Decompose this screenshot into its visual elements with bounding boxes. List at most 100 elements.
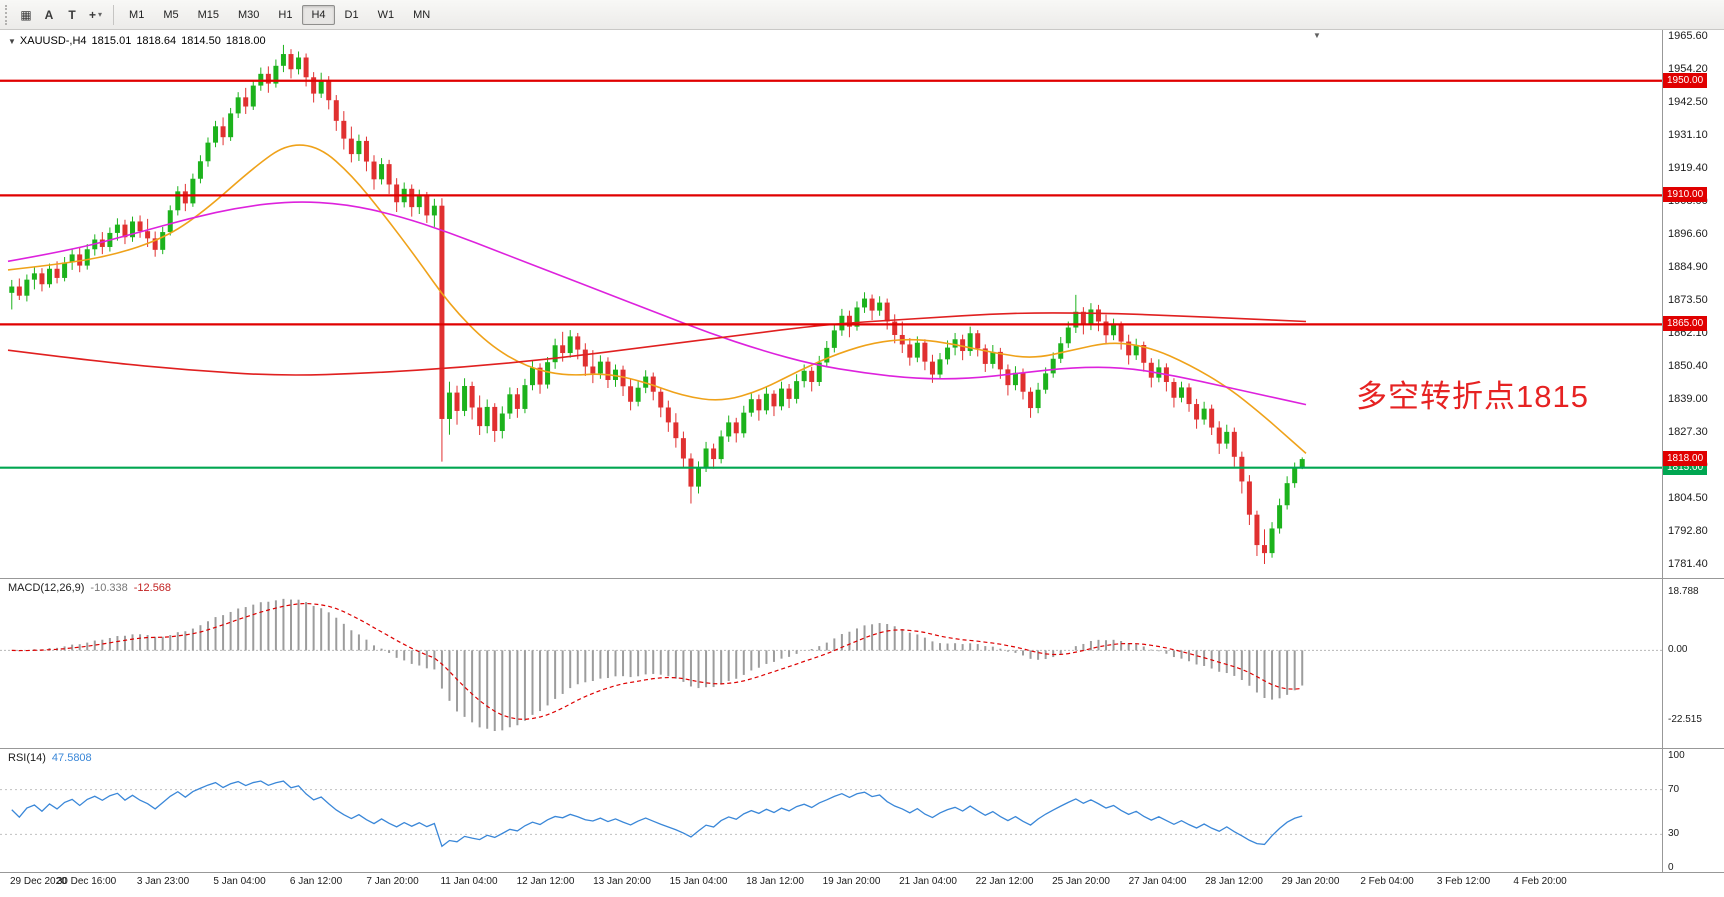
- time-axis-label: 13 Jan 20:00: [593, 876, 651, 887]
- timeframe-button-d1[interactable]: D1: [344, 8, 359, 21]
- price-scale-separator[interactable]: [1662, 30, 1663, 872]
- time-axis-label: 5 Jan 04:00: [213, 876, 266, 887]
- timeframe-button-h1[interactable]: H1: [278, 8, 293, 21]
- candle-body: [718, 436, 724, 460]
- timeframe-button-mn[interactable]: MN: [413, 8, 431, 21]
- candle-body: [1171, 381, 1177, 398]
- hline-tag-1950.00: 1950.00: [1663, 72, 1708, 88]
- rsi-indicator-label: RSI(14) 47.5808: [8, 752, 92, 764]
- toolbar-grip[interactable]: [5, 4, 10, 25]
- chart-grid-button[interactable]: ▦: [20, 7, 32, 22]
- slow-ma-line: [7, 312, 1307, 376]
- annotation-text[interactable]: 多空转折点1815: [1356, 379, 1589, 414]
- candle-body: [1080, 311, 1086, 325]
- timeframe-button-h4[interactable]: H4: [302, 4, 335, 25]
- macd-main-value: -10.338: [90, 582, 128, 594]
- candle-body: [1209, 408, 1215, 428]
- candle-body: [665, 407, 671, 423]
- candle-body: [1178, 387, 1184, 398]
- candle-body: [280, 54, 286, 66]
- candle-body: [597, 361, 603, 374]
- cursor-tool-button[interactable]: + ▾: [89, 7, 103, 22]
- candle-body: [1254, 514, 1260, 546]
- ohlc-open: 1815.01: [91, 35, 132, 47]
- rsi-line: [11, 780, 1303, 848]
- candle-body: [545, 362, 551, 385]
- timeframe-button-m5[interactable]: M5: [163, 8, 179, 21]
- candle-body: [975, 333, 981, 349]
- time-axis-label: 3 Jan 23:00: [136, 876, 190, 887]
- ohlc-close: 1818.00: [225, 35, 266, 47]
- candle-body: [703, 448, 709, 468]
- candle-body: [333, 100, 339, 121]
- time-axis-label: 12 Jan 12:00: [516, 876, 575, 887]
- candle-body: [763, 393, 769, 411]
- price-axis-label: 1931.10: [1668, 128, 1708, 141]
- collapse-icon[interactable]: ▼: [8, 37, 16, 46]
- candle-body: [907, 344, 913, 358]
- time-axis-label: 4 Feb 20:00: [1513, 876, 1567, 887]
- candle-body: [446, 392, 452, 419]
- candle-body: [1088, 309, 1094, 325]
- candle-body: [854, 307, 860, 327]
- candle-body: [220, 126, 226, 138]
- candle-body: [922, 342, 928, 362]
- candle-body: [650, 376, 656, 392]
- timeframe-button-m1[interactable]: M1: [129, 8, 145, 21]
- macd-panel-separator[interactable]: [0, 578, 1724, 579]
- candle-body: [575, 336, 581, 350]
- candle-body: [741, 412, 747, 434]
- timeframe-button-w1[interactable]: W1: [377, 8, 395, 21]
- candle-body: [379, 164, 385, 180]
- candle-body: [62, 262, 68, 278]
- candle-body: [514, 394, 520, 409]
- candle-body: [1246, 481, 1252, 515]
- price-axis-label: 1873.50: [1668, 294, 1708, 306]
- time-axis-label: 7 Jan 20:00: [366, 876, 419, 887]
- price-axis-label: 1965.60: [1668, 30, 1708, 42]
- candle-body: [54, 268, 60, 278]
- candle-body: [152, 238, 158, 250]
- price-axis-label: 1919.40: [1668, 162, 1708, 175]
- candle-body: [884, 302, 890, 322]
- annotation-a-button[interactable]: A: [44, 7, 54, 22]
- fast-ma-line: [7, 144, 1307, 454]
- time-axis-label: 18 Jan 12:00: [746, 876, 804, 887]
- price-axis-label: 1792.80: [1668, 525, 1708, 538]
- candle-body: [363, 140, 369, 162]
- candle-body: [386, 164, 392, 185]
- time-axis-label: 6 Jan 12:00: [289, 876, 343, 887]
- candle-body: [816, 362, 822, 382]
- rsi-panel-separator[interactable]: [0, 748, 1724, 749]
- candle-body: [424, 195, 430, 216]
- symbol-name: XAUUSD-,H4: [19, 35, 87, 47]
- candle-body: [77, 254, 83, 266]
- candle-body: [265, 73, 271, 84]
- medium-ma-line: [7, 201, 1307, 406]
- candle-body: [24, 279, 30, 296]
- price-axis-label: 1896.60: [1668, 227, 1708, 240]
- candle-body: [431, 205, 437, 216]
- candle-body: [137, 221, 143, 232]
- candles-layer: [9, 44, 1305, 564]
- text-tool-button[interactable]: T: [68, 7, 76, 22]
- time-axis-label: 25 Jan 20:00: [1052, 876, 1110, 887]
- chart-shift-marker[interactable]: ▼: [1313, 31, 1321, 40]
- price-axis-label: 1804.50: [1668, 491, 1708, 504]
- time-axis-label: 27 Jan 04:00: [1128, 876, 1187, 887]
- candle-body: [39, 273, 45, 285]
- time-axis-label: 19 Jan 20:00: [822, 876, 881, 887]
- timeframe-button-m30[interactable]: M30: [238, 8, 260, 21]
- candle-body: [1261, 545, 1267, 554]
- candle-body: [846, 315, 852, 327]
- current-price-tag: 1818.00: [1663, 451, 1708, 467]
- timeframes-group: M1 M5 M15 M30 H1 H4 D1 W1 MN: [120, 4, 439, 25]
- candle-body: [484, 406, 490, 427]
- candle-body: [439, 205, 445, 419]
- candle-body: [952, 339, 958, 348]
- candle-body: [1284, 483, 1290, 506]
- timeframe-button-m15[interactable]: M15: [197, 8, 219, 21]
- candle-body: [680, 438, 686, 459]
- candle-body: [341, 120, 347, 139]
